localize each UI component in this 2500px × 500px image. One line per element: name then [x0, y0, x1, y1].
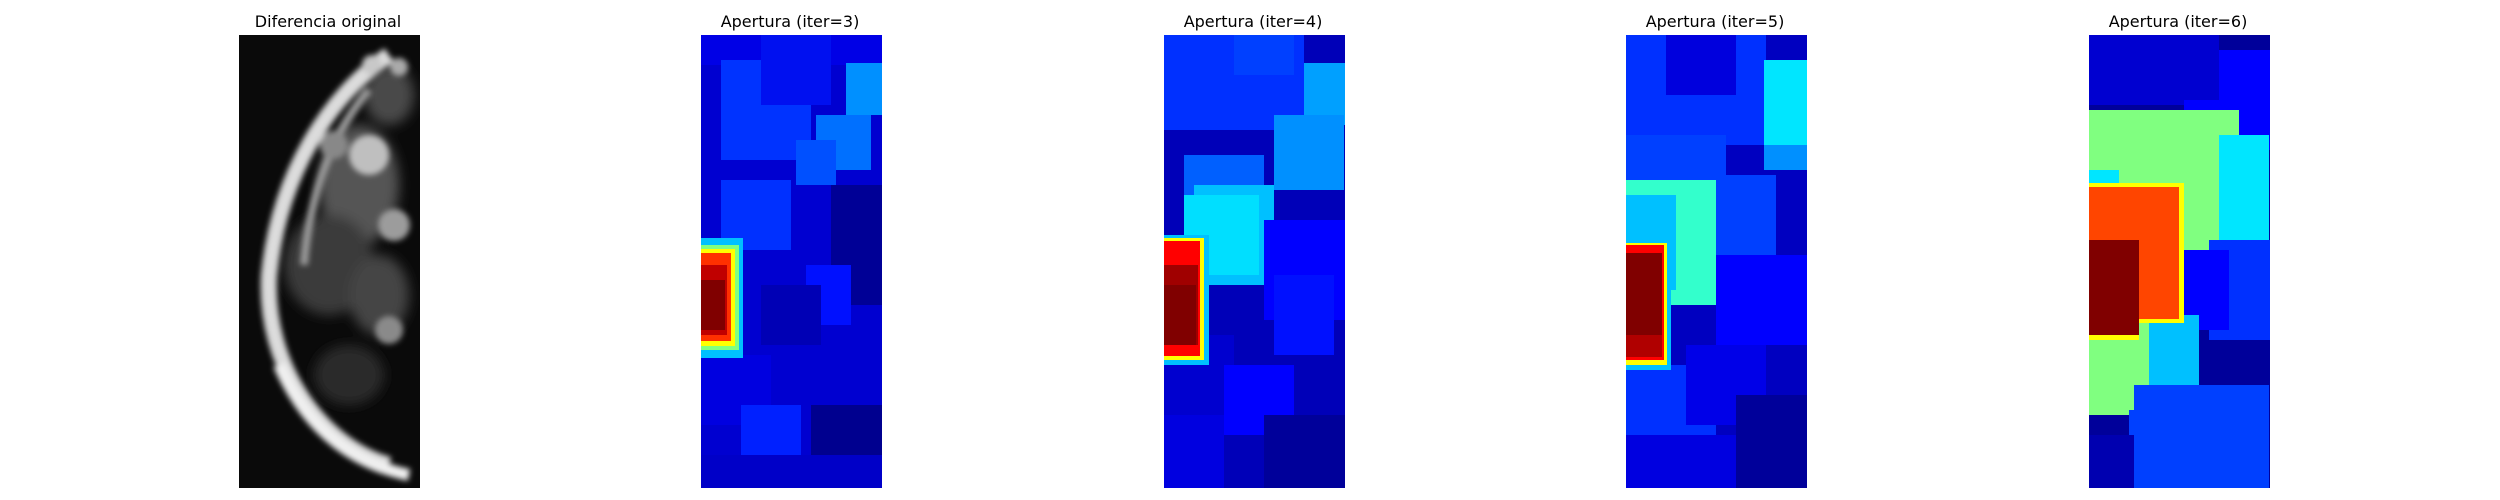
image-original-difference	[239, 35, 420, 488]
image-opening-iter6	[2089, 35, 2270, 488]
image-opening-iter3	[701, 35, 882, 488]
image-opening-iter4	[1164, 35, 1345, 488]
panel-title-iter6: Apertura (iter=6)	[2108, 12, 2248, 31]
panel-title-original: Diferencia original	[254, 12, 402, 31]
panel-title-iter4: Apertura (iter=4)	[1183, 12, 1323, 31]
image-opening-iter5	[1626, 35, 1807, 488]
panel-title-iter3: Apertura (iter=3)	[720, 12, 860, 31]
panel-title-iter5: Apertura (iter=5)	[1645, 12, 1785, 31]
